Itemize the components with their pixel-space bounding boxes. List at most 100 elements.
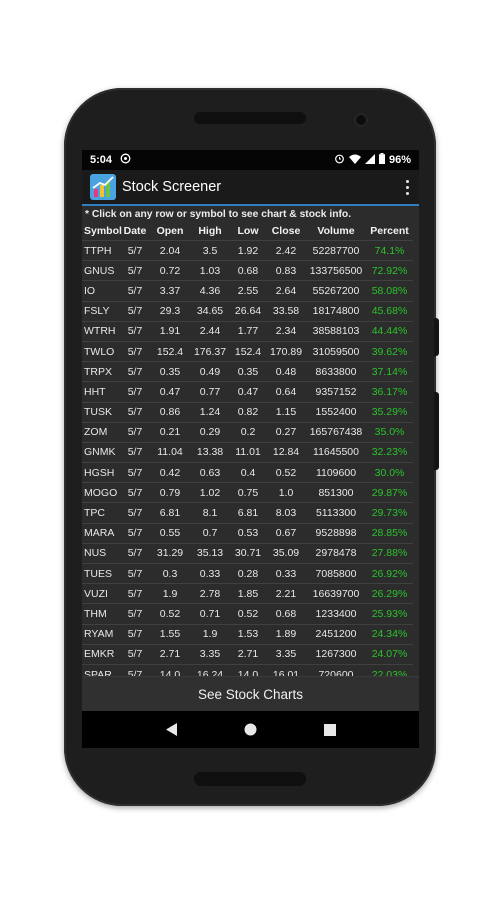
- cell-open: 31.29: [156, 547, 184, 560]
- cell-percent: 36.17%: [371, 385, 408, 398]
- overflow-menu-icon[interactable]: [401, 175, 413, 199]
- cell-symbol[interactable]: HGSH: [84, 466, 115, 479]
- power-button: [434, 318, 439, 356]
- table-row[interactable]: VUZI 5/7 1.9 2.78 1.85 2.21 16639700 26.29%: [82, 583, 413, 604]
- cell-percent: 35.0%: [374, 426, 405, 439]
- table-row[interactable]: HHT 5/7 0.47 0.77 0.47 0.64 9357152 36.17%: [82, 381, 413, 402]
- header-close[interactable]: Close: [271, 225, 301, 237]
- cell-percent: 32.23%: [371, 446, 408, 459]
- table-row[interactable]: WTRH 5/7 1.91 2.44 1.77 2.34 38588103 44.44%: [82, 321, 413, 341]
- table-row[interactable]: RYAM 5/7 1.55 1.9 1.53 1.89 2451200 24.34%: [82, 624, 413, 644]
- cell-symbol[interactable]: TRPX: [84, 365, 113, 378]
- cell-high: 0.29: [199, 426, 221, 439]
- cell-close: 0.33: [275, 567, 297, 580]
- cell-symbol[interactable]: TWLO: [84, 345, 115, 358]
- cell-percent: 25.93%: [371, 607, 408, 620]
- volume-button: [434, 392, 439, 470]
- cell-low: 0.82: [237, 406, 259, 419]
- cell-symbol[interactable]: HHT: [84, 385, 106, 398]
- app-title: Stock Screener: [122, 179, 222, 195]
- header-open[interactable]: Open: [156, 225, 184, 237]
- cell-high: 0.77: [199, 385, 221, 398]
- cell-symbol[interactable]: EMKR: [84, 648, 115, 661]
- cell-low: 1.92: [237, 244, 259, 257]
- table-row[interactable]: TWLO 5/7 152.4 176.37 152.4 170.89 31059500 39.…: [82, 341, 413, 361]
- home-icon[interactable]: [241, 720, 261, 740]
- cell-low: 0.4: [240, 466, 256, 479]
- cell-high: 176.37: [193, 345, 227, 358]
- header-date[interactable]: Date: [123, 225, 147, 237]
- cell-symbol[interactable]: TUSK: [84, 406, 113, 419]
- header-symbol[interactable]: Symbol: [84, 225, 122, 237]
- cell-close: 0.67: [275, 527, 297, 540]
- cell-percent: 26.29%: [371, 587, 408, 600]
- cell-volume: 5113300: [315, 507, 357, 520]
- table-row[interactable]: IO 5/7 3.37 4.36 2.55 2.64 55267200 58.08%: [82, 280, 413, 301]
- table-row[interactable]: GNMK 5/7 11.04 13.38 11.01 12.84 11645500 32.23…: [82, 442, 413, 462]
- cell-low: 2.71: [237, 648, 259, 661]
- recents-icon[interactable]: [320, 720, 340, 740]
- header-high[interactable]: High: [198, 225, 222, 237]
- cell-volume: 52287700: [312, 244, 360, 257]
- table-row[interactable]: TUSK 5/7 0.86 1.24 0.82 1.15 1552400 35.29%: [82, 402, 413, 422]
- cell-symbol[interactable]: MOGO: [84, 486, 118, 499]
- cell-symbol[interactable]: GNMK: [84, 446, 116, 459]
- cell-date: 5/7: [127, 325, 143, 338]
- cell-percent: 35.29%: [371, 406, 408, 419]
- cell-low: 0.47: [237, 385, 259, 398]
- cell-date: 5/7: [127, 628, 143, 641]
- table-row[interactable]: GNUS 5/7 0.72 1.03 0.68 0.83 133756500 72.92%: [82, 260, 413, 281]
- status-bar: 5:04 96%: [82, 150, 419, 170]
- cell-high: 8.1: [202, 507, 218, 520]
- cell-open: 0.3: [162, 567, 178, 580]
- cell-close: 1.89: [275, 628, 297, 641]
- cell-symbol[interactable]: MARA: [84, 527, 115, 540]
- cell-symbol[interactable]: TUES: [84, 567, 113, 580]
- cell-percent: 29.87%: [371, 486, 408, 499]
- table-row[interactable]: MOGO 5/7 0.79 1.02 0.75 1.0 851300 29.87%: [82, 482, 413, 503]
- table-row[interactable]: THM 5/7 0.52 0.71 0.52 0.68 1233400 25.93%: [82, 603, 413, 624]
- cell-close: 0.48: [275, 365, 297, 378]
- table-row[interactable]: TUES 5/7 0.3 0.33 0.28 0.33 7085800 26.92%: [82, 563, 413, 584]
- see-stock-charts-button[interactable]: See Stock Charts: [82, 676, 419, 712]
- cell-symbol[interactable]: GNUS: [84, 264, 115, 277]
- cell-volume: 1552400: [315, 406, 357, 419]
- front-camera: [354, 113, 368, 127]
- table-row[interactable]: HGSH 5/7 0.42 0.63 0.4 0.52 1109600 30.0%: [82, 462, 413, 483]
- cell-volume: 16639700: [312, 587, 360, 600]
- cell-symbol[interactable]: IO: [84, 284, 96, 297]
- cell-high: 1.9: [202, 628, 218, 641]
- cell-close: 0.64: [275, 385, 297, 398]
- table-row[interactable]: NUS 5/7 31.29 35.13 30.71 35.09 2978478 27.88%: [82, 543, 413, 563]
- status-time: 5:04: [90, 154, 113, 166]
- cell-close: 35.09: [272, 547, 300, 560]
- cell-symbol[interactable]: VUZI: [84, 587, 108, 600]
- cell-symbol[interactable]: WTRH: [84, 325, 116, 338]
- cell-symbol[interactable]: FSLY: [84, 305, 110, 318]
- cell-open: 11.04: [157, 446, 183, 459]
- cell-symbol[interactable]: ZOM: [84, 426, 108, 439]
- table-row[interactable]: MARA 5/7 0.55 0.7 0.53 0.67 9528898 28.85%: [82, 523, 413, 543]
- header-percent[interactable]: Percent: [370, 225, 409, 237]
- cell-percent: 74.1%: [374, 244, 405, 257]
- cell-percent: 45.68%: [371, 305, 408, 318]
- cell-close: 170.89: [269, 345, 303, 358]
- table-row[interactable]: TRPX 5/7 0.35 0.49 0.35 0.48 8633800 37.14%: [82, 361, 413, 382]
- table-row[interactable]: ZOM 5/7 0.21 0.29 0.2 0.27 165767438 35.0%: [82, 422, 413, 442]
- battery-icon: [378, 153, 385, 167]
- table-row[interactable]: TPC 5/7 6.81 8.1 6.81 8.03 5113300 29.73%: [82, 502, 413, 523]
- table-row[interactable]: EMKR 5/7 2.71 3.35 2.71 3.35 1267300 24.07%: [82, 644, 413, 664]
- cell-volume: 9528898: [315, 527, 357, 540]
- header-volume[interactable]: Volume: [317, 225, 355, 237]
- back-icon[interactable]: [162, 720, 182, 740]
- cell-symbol[interactable]: TTPH: [84, 244, 112, 257]
- table-row[interactable]: FSLY 5/7 29.3 34.65 26.64 33.58 18174800 45.68%: [82, 301, 413, 321]
- cell-symbol[interactable]: RYAM: [84, 628, 114, 641]
- header-low[interactable]: Low: [237, 225, 259, 237]
- cell-symbol[interactable]: THM: [84, 607, 107, 620]
- cell-close: 0.83: [275, 264, 297, 277]
- cell-symbol[interactable]: NUS: [84, 547, 107, 560]
- cell-symbol[interactable]: TPC: [84, 507, 105, 520]
- cell-date: 5/7: [127, 426, 143, 439]
- table-row[interactable]: TTPH 5/7 2.04 3.5 1.92 2.42 52287700 74.1%: [82, 240, 413, 261]
